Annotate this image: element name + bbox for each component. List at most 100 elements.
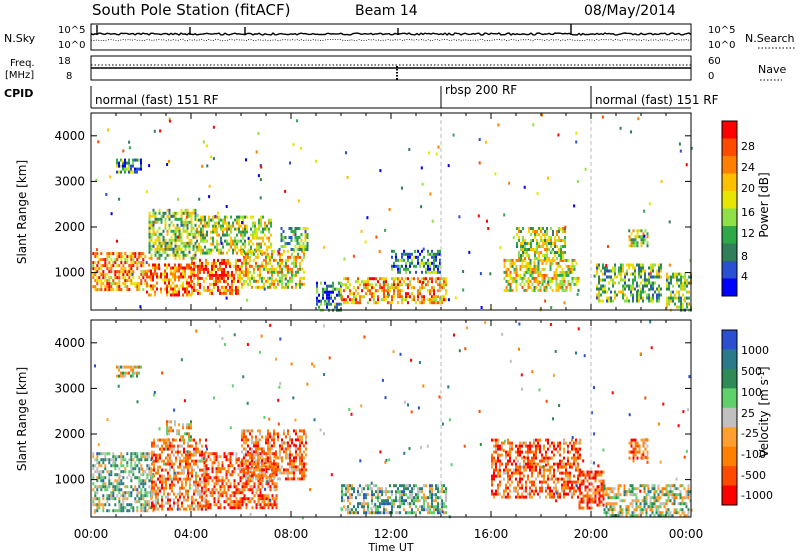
range-cell: [369, 277, 371, 281]
range-cell: [174, 247, 177, 251]
range-cell: [122, 509, 125, 513]
range-cell: [298, 242, 301, 245]
range-cell: [247, 252, 249, 256]
range-cell: [156, 266, 158, 270]
range-cell: [549, 279, 552, 283]
range-cell: [217, 267, 219, 271]
range-cell: [600, 299, 602, 303]
range-cell: [229, 506, 232, 510]
range-cell: [277, 261, 279, 265]
range-cell: [151, 480, 153, 484]
range-cell: [411, 487, 413, 491]
range-cell: [491, 459, 493, 463]
range-cell: [318, 305, 320, 309]
range-cell: [249, 488, 252, 492]
range-cell: [227, 470, 230, 474]
range-cell: [134, 464, 137, 468]
range-cell: [148, 235, 151, 239]
range-cell: [273, 270, 275, 274]
range-cell: [379, 283, 381, 287]
range-cell: [383, 502, 385, 506]
range-cell: [136, 288, 139, 292]
range-cell: [557, 273, 560, 277]
range-cell: [648, 296, 650, 300]
range-cell: [247, 255, 249, 259]
range-cell: [146, 290, 148, 294]
range-cell: [206, 233, 208, 237]
range-cell: [146, 455, 149, 459]
range-cell: [226, 215, 228, 219]
range-cell: [190, 217, 193, 221]
range-cell: [231, 285, 233, 289]
range-cell: [437, 252, 439, 256]
range-cell: [495, 438, 497, 442]
range-cell: [680, 281, 682, 285]
range-cell: [349, 493, 351, 497]
range-cell: [528, 242, 530, 245]
range-cell: [190, 423, 192, 427]
range-cell-sparse: [105, 193, 108, 196]
range-cell: [678, 299, 680, 303]
range-cell: [535, 450, 537, 454]
range-cell-sparse: [241, 221, 244, 224]
range-cell: [282, 230, 285, 233]
range-cell: [445, 496, 447, 500]
range-cell: [397, 289, 399, 293]
range-cell: [219, 288, 221, 292]
range-cell-sparse: [297, 199, 300, 203]
range-cell: [612, 284, 614, 288]
range-cell: [280, 239, 283, 242]
range-cell: [245, 506, 248, 510]
range-cell: [251, 477, 253, 481]
range-cell: [98, 464, 101, 468]
range-cell: [182, 256, 185, 260]
range-cell: [161, 483, 163, 487]
range-cell: [219, 479, 222, 483]
range-cell: [185, 462, 187, 466]
range-cell: [108, 503, 111, 507]
range-cell: [397, 283, 399, 287]
range-cell: [174, 238, 177, 242]
range-cell: [257, 438, 259, 442]
range-cell: [285, 267, 287, 271]
range-cell: [301, 267, 303, 271]
range-cell: [193, 447, 195, 451]
range-cell: [150, 238, 153, 242]
range-cell: [523, 465, 525, 469]
range-cell: [650, 269, 652, 273]
range-cell: [505, 495, 507, 499]
range-cell: [302, 248, 305, 251]
range-cell: [632, 244, 635, 248]
range-cell: [172, 281, 174, 285]
range-cell: [122, 365, 124, 369]
range-cell: [660, 275, 662, 279]
range-cell: [215, 276, 217, 280]
range-cell: [509, 453, 511, 457]
range-cell: [399, 499, 401, 503]
range-cell: [509, 477, 511, 481]
range-cell: [530, 245, 532, 248]
range-cell: [233, 273, 235, 277]
range-cell: [153, 468, 155, 472]
range-cell: [226, 242, 228, 246]
range-cell: [540, 245, 542, 248]
range-cell: [138, 461, 141, 465]
range-cell: [153, 504, 155, 508]
range-cell: [124, 282, 127, 286]
range-cell: [188, 275, 190, 279]
range-cell: [234, 236, 236, 240]
range-cell: [560, 251, 562, 254]
range-cell: [533, 489, 535, 493]
range-cell: [632, 266, 634, 270]
range-cell: [526, 242, 528, 245]
range-cell-sparse: [131, 272, 134, 276]
range-cell: [642, 238, 645, 242]
range-cell: [533, 459, 535, 463]
range-cell: [190, 281, 192, 285]
range-cell-sparse: [538, 280, 541, 284]
range-cell: [242, 242, 244, 246]
range-cell: [519, 465, 521, 469]
range-cell: [199, 453, 201, 457]
range-cell-sparse: [414, 249, 417, 253]
range-cell: [674, 272, 676, 276]
